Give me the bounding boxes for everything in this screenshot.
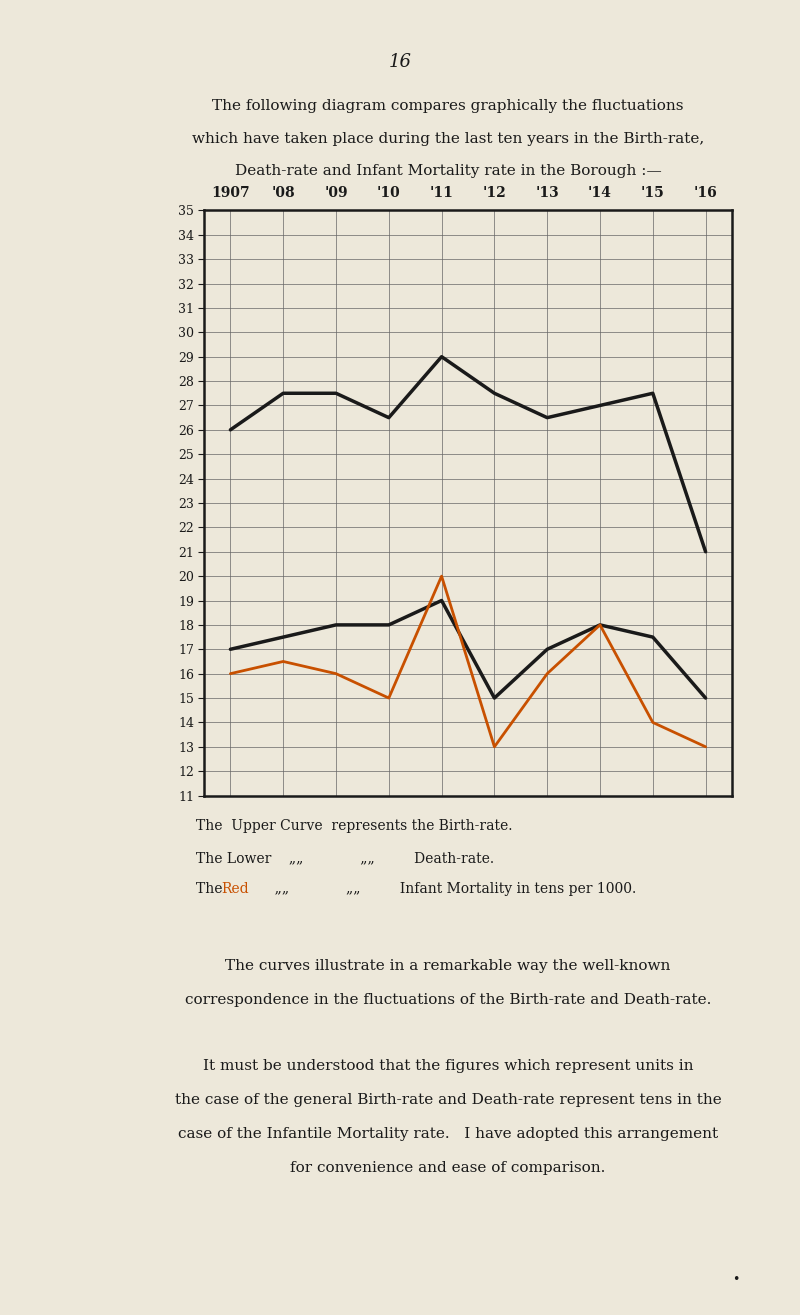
Text: The  Upper Curve  represents the Birth-rate.: The Upper Curve represents the Birth-rat…	[196, 819, 513, 834]
Text: Red: Red	[222, 882, 250, 897]
Text: The Lower    „„             „„         Death-rate.: The Lower „„ „„ Death-rate.	[196, 851, 494, 865]
Text: '16: '16	[694, 185, 718, 200]
Text: '08: '08	[271, 185, 295, 200]
Text: '15: '15	[641, 185, 665, 200]
Text: '09: '09	[324, 185, 348, 200]
Text: 16: 16	[389, 53, 411, 71]
Text: The curves illustrate in a remarkable way the well-known: The curves illustrate in a remarkable wa…	[226, 959, 670, 973]
Text: '14: '14	[588, 185, 612, 200]
Text: correspondence in the fluctuations of the Birth-rate and Death-rate.: correspondence in the fluctuations of th…	[185, 993, 711, 1007]
Text: The: The	[196, 882, 227, 897]
Text: 1907: 1907	[211, 185, 250, 200]
Text: which have taken place during the last ten years in the Birth-rate,: which have taken place during the last t…	[192, 132, 704, 146]
Text: „„             „„         Infant Mortality in tens per 1000.: „„ „„ Infant Mortality in tens per 1000.	[244, 882, 636, 897]
Text: •: •	[732, 1273, 740, 1286]
Text: The following diagram compares graphically the fluctuations: The following diagram compares graphical…	[212, 99, 684, 113]
Text: It must be understood that the figures which represent units in: It must be understood that the figures w…	[202, 1059, 694, 1073]
Text: '12: '12	[482, 185, 506, 200]
Text: '13: '13	[535, 185, 559, 200]
Text: case of the Infantile Mortality rate.   I have adopted this arrangement: case of the Infantile Mortality rate. I …	[178, 1127, 718, 1141]
Text: Death-rate and Infant Mortality rate in the Borough :—: Death-rate and Infant Mortality rate in …	[234, 164, 662, 179]
Text: '11: '11	[430, 185, 454, 200]
Text: '10: '10	[377, 185, 401, 200]
Text: for convenience and ease of comparison.: for convenience and ease of comparison.	[290, 1161, 606, 1176]
Text: the case of the general Birth-rate and Death-rate represent tens in the: the case of the general Birth-rate and D…	[174, 1093, 722, 1107]
